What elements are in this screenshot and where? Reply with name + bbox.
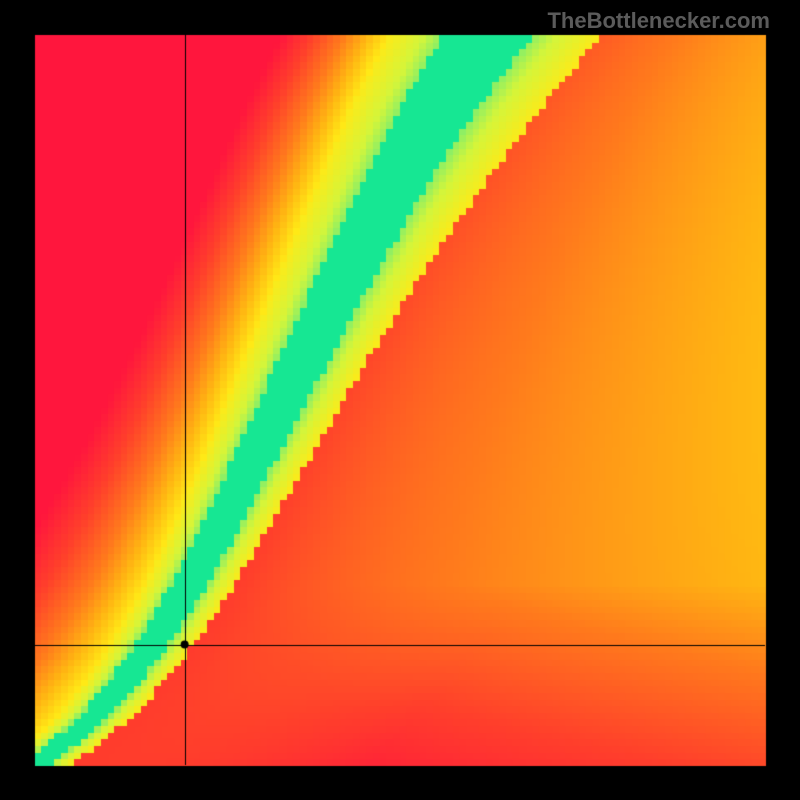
bottleneck-heatmap (0, 0, 800, 800)
chart-container: TheBottlenecker.com (0, 0, 800, 800)
watermark-text: TheBottlenecker.com (547, 8, 770, 34)
